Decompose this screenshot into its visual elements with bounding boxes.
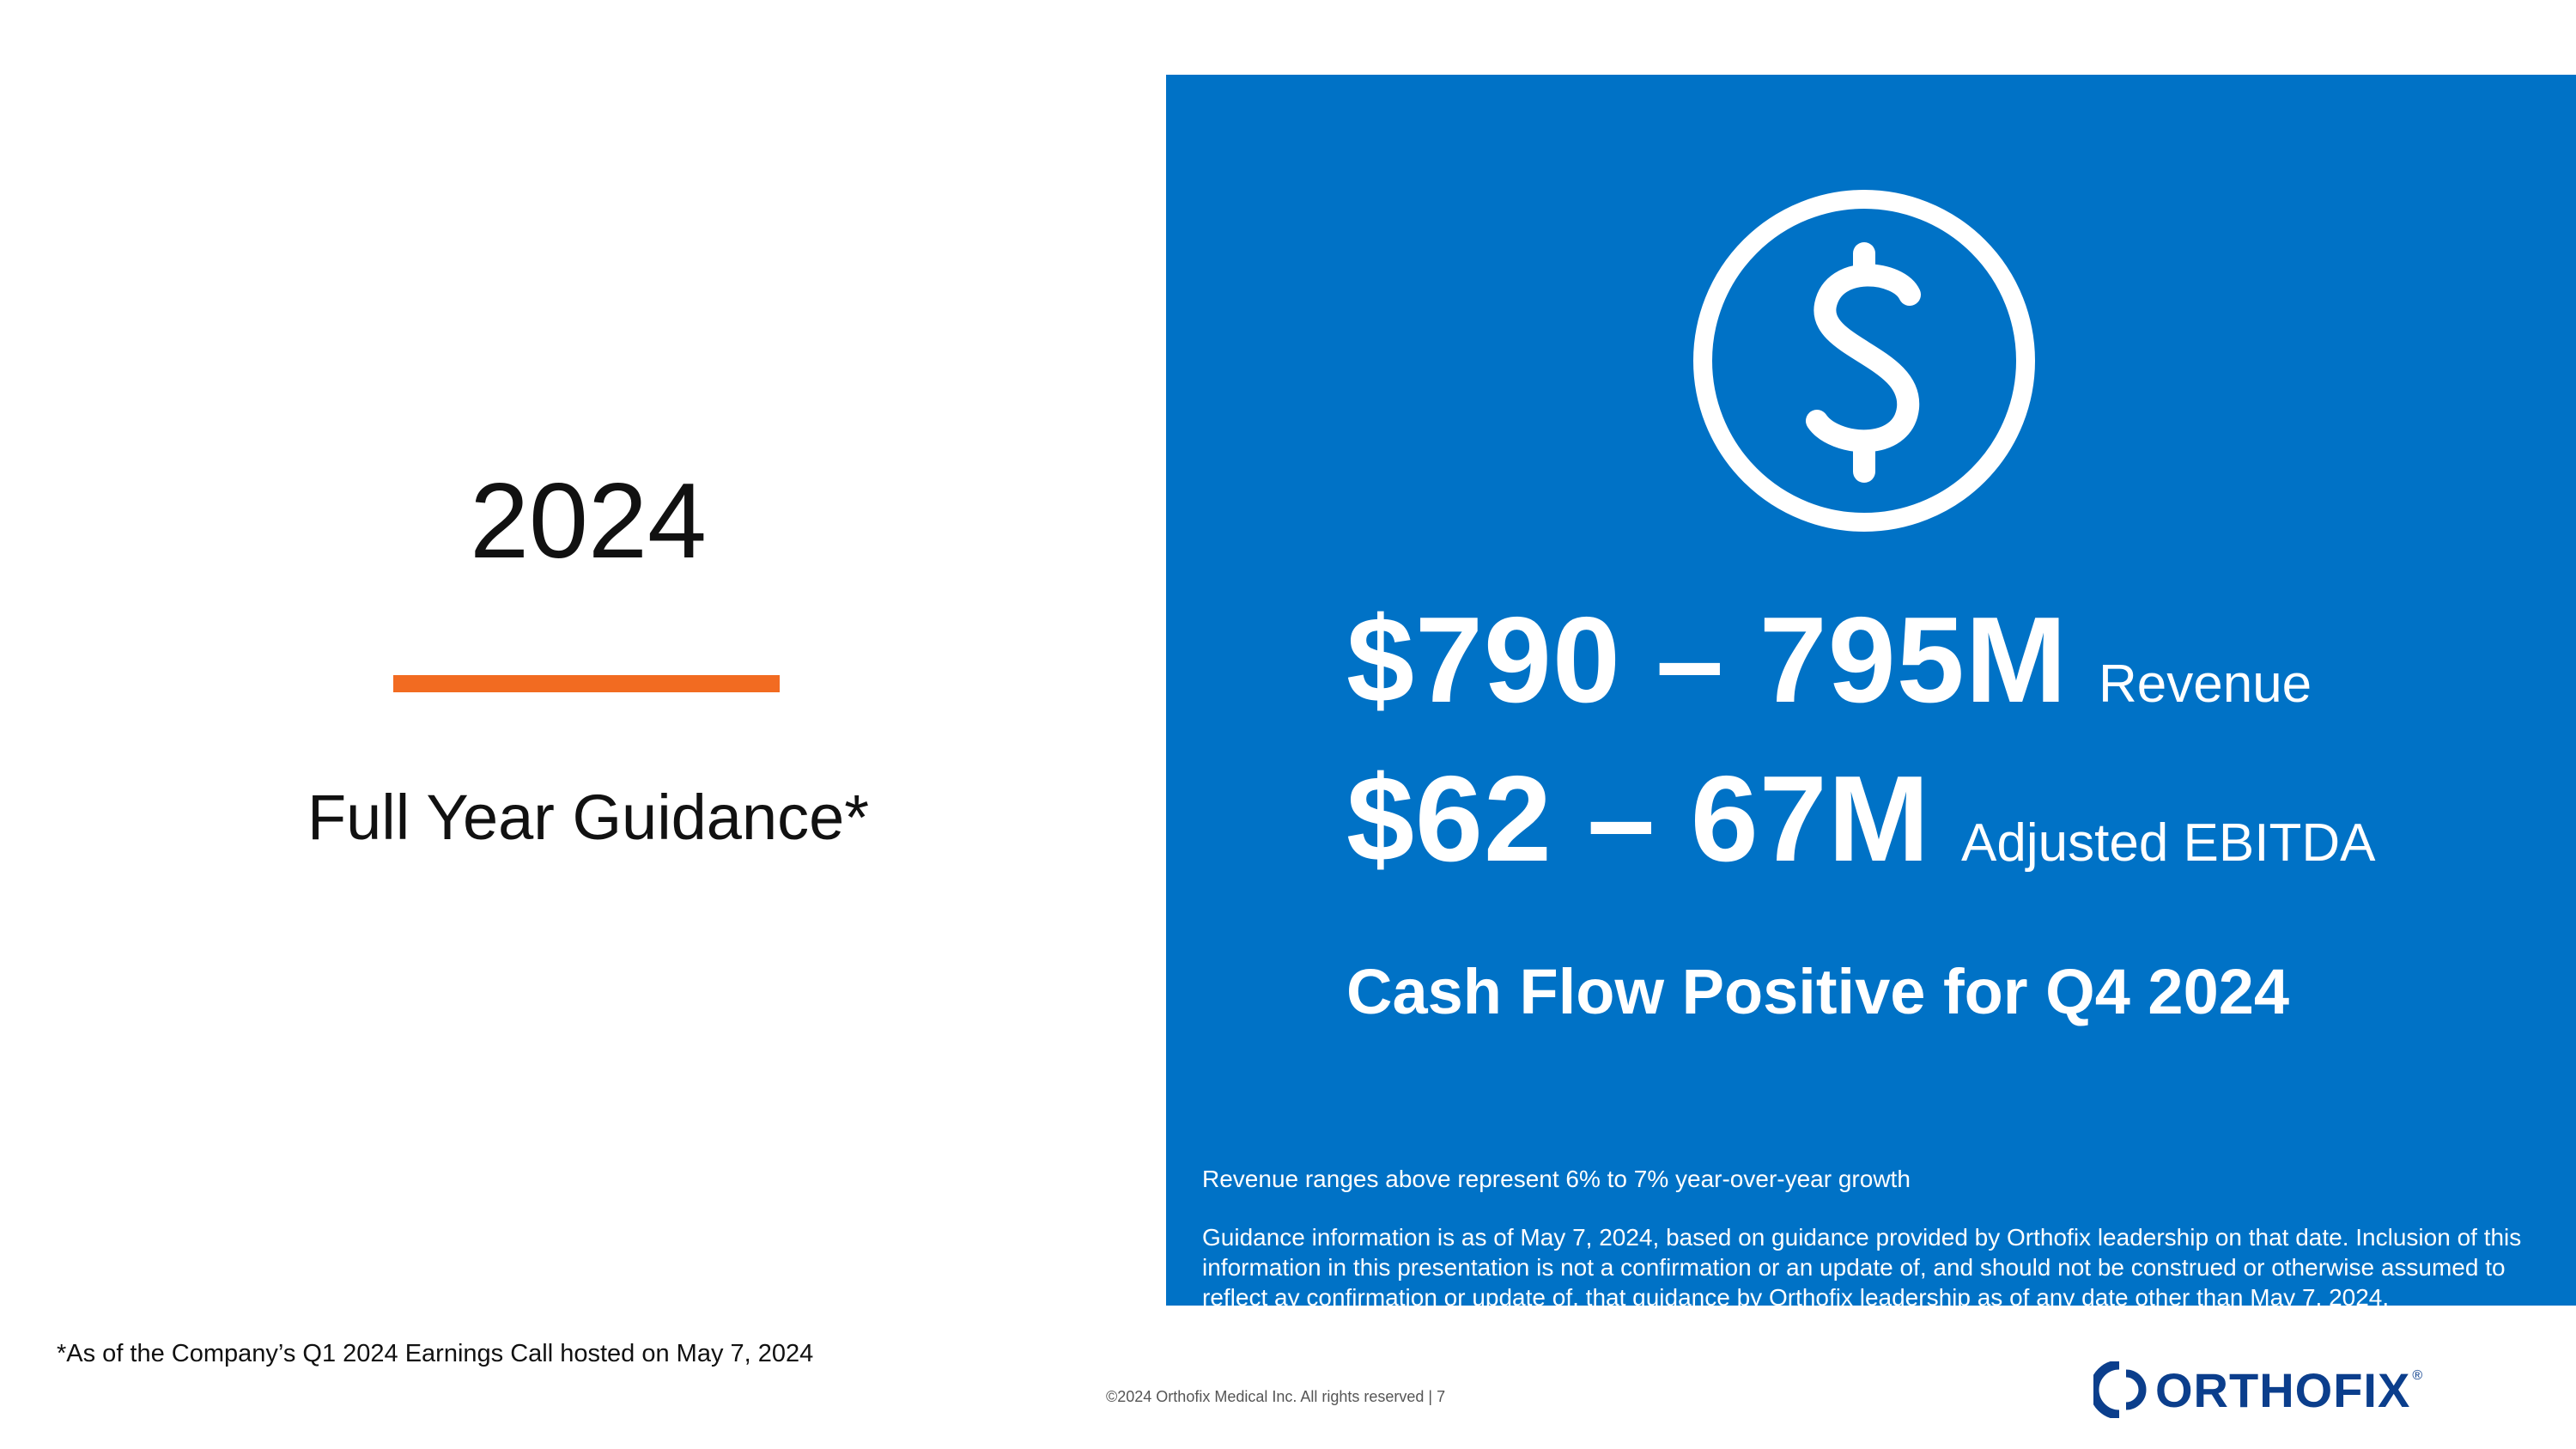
accent-divider (393, 675, 780, 692)
cash-flow-statement: Cash Flow Positive for Q4 2024 (1346, 956, 2290, 1027)
orthofix-logo: ORTHOFIX ® (2093, 1361, 2422, 1418)
year-heading: 2024 (470, 462, 707, 581)
guidance-subtitle: Full Year Guidance* (307, 782, 870, 853)
registered-mark: ® (2412, 1368, 2423, 1383)
ebitda-value: $62 – 67M (1346, 751, 1931, 887)
growth-note: Revenue ranges above represent 6% to 7% … (1202, 1166, 1911, 1192)
guidance-panel: $790 – 795M Revenue $62 – 67M Adjusted EBI… (1166, 75, 2576, 1311)
guidance-disclaimer: Guidance information is as of May 7, 202… (1202, 1224, 2522, 1311)
footnote: *As of the Company’s Q1 2024 Earnings Ca… (57, 1340, 814, 1367)
revenue-metric: $790 – 795M Revenue (1346, 590, 2312, 731)
ebitda-metric: $62 – 67M Adjusted EBITDA (1346, 749, 2375, 890)
logo-wordmark: ORTHOFIX (2155, 1362, 2411, 1417)
copyright: ©2024 Orthofix Medical Inc. All rights r… (1106, 1388, 1446, 1405)
ebitda-label: Adjusted EBITDA (1961, 813, 2376, 873)
orthofix-mark-icon (2093, 1361, 2147, 1418)
revenue-value: $790 – 795M (1346, 592, 2068, 728)
revenue-label: Revenue (2098, 654, 2312, 714)
dollar-circle-icon (1693, 190, 2035, 532)
